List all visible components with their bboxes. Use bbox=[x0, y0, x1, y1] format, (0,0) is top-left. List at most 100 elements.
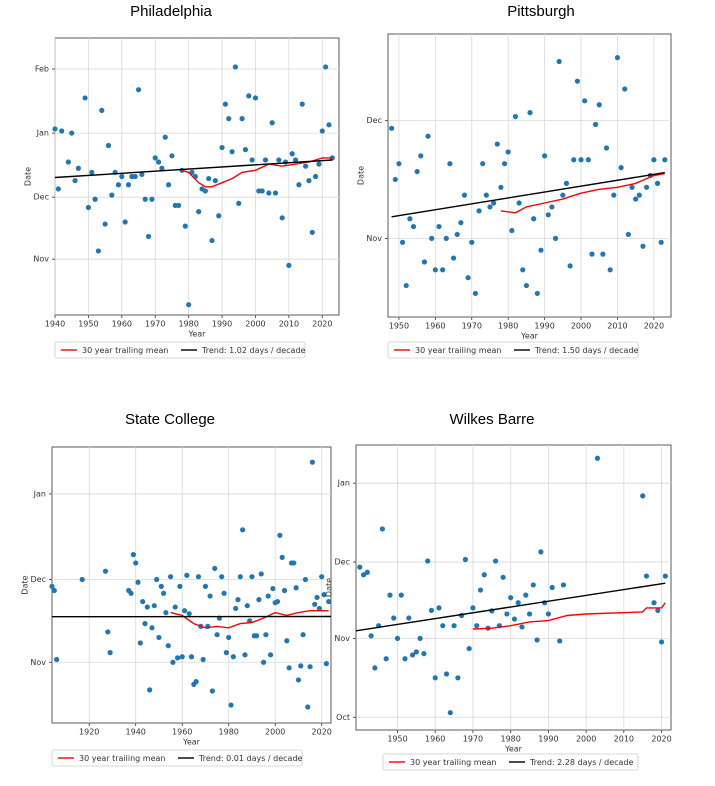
legend-label: 30 year trailing mean bbox=[82, 346, 169, 355]
data-point bbox=[447, 161, 453, 167]
data-point bbox=[399, 239, 406, 245]
data-point bbox=[563, 180, 570, 186]
data-point bbox=[151, 603, 157, 609]
x-tick-label: 2010 bbox=[614, 735, 634, 744]
data-point bbox=[259, 188, 265, 194]
y-tick-label: Dec bbox=[335, 558, 350, 567]
data-point bbox=[65, 159, 71, 165]
data-point bbox=[226, 116, 232, 122]
data-point bbox=[443, 671, 450, 677]
data-point bbox=[418, 153, 424, 159]
data-point bbox=[526, 611, 533, 617]
data-point bbox=[95, 248, 102, 254]
data-point bbox=[534, 290, 540, 297]
chart-panel: Wilkes Barre 1950 1960 1970 1980 1990 2000 2010… bbox=[325, 411, 672, 771]
x-tick-label: 2010 bbox=[607, 322, 627, 331]
data-point bbox=[549, 204, 555, 210]
data-point bbox=[307, 664, 313, 670]
data-point bbox=[212, 178, 218, 184]
plot-area bbox=[51, 446, 332, 724]
data-point bbox=[662, 157, 668, 163]
data-point bbox=[119, 173, 125, 180]
data-point bbox=[364, 569, 370, 575]
data-point bbox=[236, 200, 242, 206]
data-point bbox=[451, 623, 457, 629]
data-point bbox=[417, 635, 423, 641]
x-tick-label: 1950 bbox=[387, 735, 407, 744]
data-point bbox=[450, 255, 457, 261]
data-point bbox=[557, 638, 563, 644]
y-axis-label: Date bbox=[21, 575, 30, 594]
data-point bbox=[237, 574, 243, 580]
plot-area bbox=[387, 33, 672, 318]
data-point bbox=[440, 623, 446, 629]
data-point bbox=[221, 590, 227, 596]
x-tick-label: 1960 bbox=[425, 322, 445, 331]
y-tick-label: Feb bbox=[35, 65, 49, 74]
data-point bbox=[289, 151, 295, 157]
data-point bbox=[246, 93, 252, 99]
data-point bbox=[633, 196, 639, 202]
data-point bbox=[585, 157, 591, 163]
data-point bbox=[516, 200, 522, 206]
data-point bbox=[651, 157, 657, 163]
data-point bbox=[55, 186, 61, 192]
data-point bbox=[59, 128, 65, 134]
data-point bbox=[258, 571, 264, 577]
data-point bbox=[504, 611, 510, 617]
x-axis-label: Year bbox=[504, 745, 523, 754]
data-point bbox=[181, 608, 188, 614]
data-point bbox=[193, 679, 199, 685]
series-line bbox=[181, 157, 333, 188]
data-point bbox=[242, 147, 249, 153]
x-tick-label: 1980 bbox=[178, 320, 198, 329]
data-point bbox=[357, 564, 363, 570]
legend-label: Trend: 0.01 days / decade bbox=[198, 754, 303, 763]
chart-title: Philadelphia bbox=[130, 3, 212, 20]
data-point bbox=[82, 95, 88, 101]
legend-label: 30 year trailing mean bbox=[410, 758, 497, 767]
data-point bbox=[300, 632, 306, 638]
data-point bbox=[326, 122, 332, 128]
data-point bbox=[436, 605, 442, 611]
data-point bbox=[158, 583, 164, 589]
data-point bbox=[249, 157, 255, 163]
data-point bbox=[474, 623, 480, 629]
legend-label: Trend: 1.02 days / decade bbox=[201, 346, 306, 355]
data-point bbox=[578, 157, 584, 163]
data-point bbox=[266, 190, 272, 196]
data-point bbox=[368, 633, 374, 639]
chart-title: Wilkes Barre bbox=[449, 411, 534, 428]
data-point bbox=[115, 182, 122, 188]
data-point bbox=[530, 582, 536, 588]
data-point bbox=[421, 651, 427, 657]
data-point bbox=[505, 149, 511, 155]
data-point bbox=[407, 216, 413, 222]
data-point bbox=[410, 223, 417, 230]
data-point bbox=[625, 231, 631, 238]
data-point bbox=[172, 604, 178, 610]
data-point bbox=[144, 604, 150, 610]
data-point bbox=[244, 603, 250, 609]
x-tick-label: 2020 bbox=[651, 735, 671, 744]
data-point bbox=[406, 615, 412, 621]
legend-box bbox=[51, 749, 303, 767]
series-line bbox=[355, 582, 666, 632]
data-point bbox=[323, 661, 329, 667]
data-point bbox=[531, 216, 537, 222]
x-tick-label: 1920 bbox=[79, 728, 99, 737]
data-point bbox=[538, 549, 544, 555]
data-point bbox=[177, 583, 183, 589]
data-point bbox=[515, 600, 521, 606]
data-point bbox=[492, 558, 499, 564]
data-point bbox=[458, 220, 464, 226]
chart-title: Pittsburgh bbox=[507, 3, 575, 20]
data-point bbox=[425, 133, 431, 139]
data-point bbox=[432, 675, 438, 681]
x-axis-label: Year bbox=[188, 330, 207, 339]
data-point bbox=[440, 267, 446, 273]
data-point bbox=[295, 677, 302, 683]
data-point bbox=[202, 188, 208, 194]
data-point bbox=[552, 235, 559, 241]
data-point bbox=[135, 579, 141, 585]
